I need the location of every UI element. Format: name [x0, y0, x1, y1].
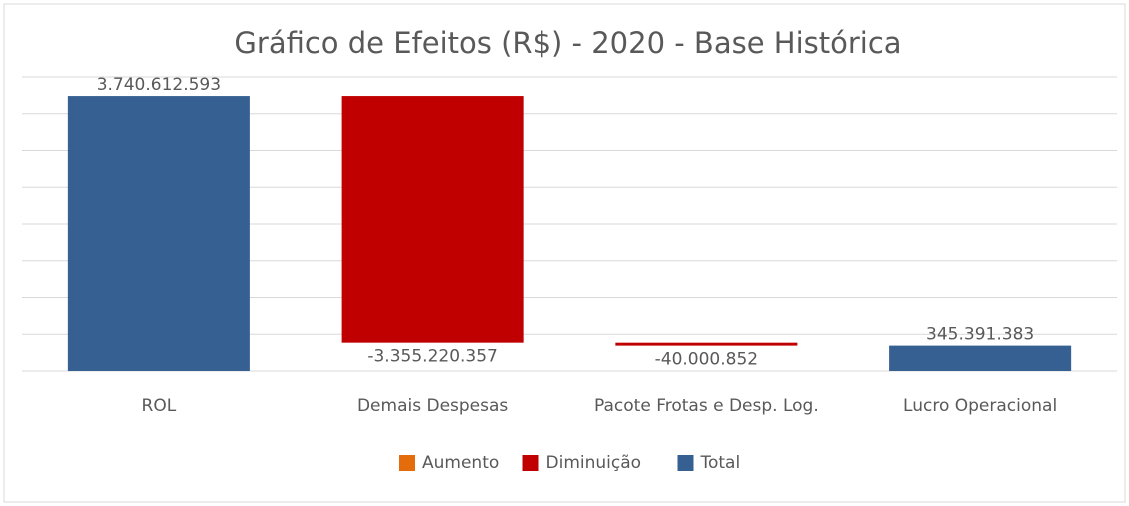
x-tick-label: Lucro Operacional	[903, 396, 1057, 416]
legend-swatch	[677, 455, 694, 471]
legend-swatch	[399, 455, 415, 471]
legend-label: Aumento	[422, 453, 499, 473]
data-label: -3.355.220.357	[367, 347, 498, 367]
bar	[615, 342, 798, 346]
legend-label: Diminuição	[546, 453, 642, 473]
data-label: 3.740.612.593	[97, 75, 221, 95]
bar	[889, 345, 1072, 371]
x-tick-label: Pacote Frotas e Desp. Log.	[594, 396, 819, 416]
data-label: -40.000.852	[655, 350, 758, 370]
bar	[67, 96, 250, 371]
chart-title: Gráfico de Efeitos (R$) - 2020 - Base Hi…	[234, 26, 901, 60]
legend-label: Total	[700, 453, 741, 473]
x-tick-label: Demais Despesas	[357, 396, 508, 416]
data-label: 345.391.383	[926, 325, 1034, 345]
legend-swatch	[522, 455, 539, 471]
x-tick-label: ROL	[142, 396, 177, 416]
bar	[341, 96, 524, 343]
